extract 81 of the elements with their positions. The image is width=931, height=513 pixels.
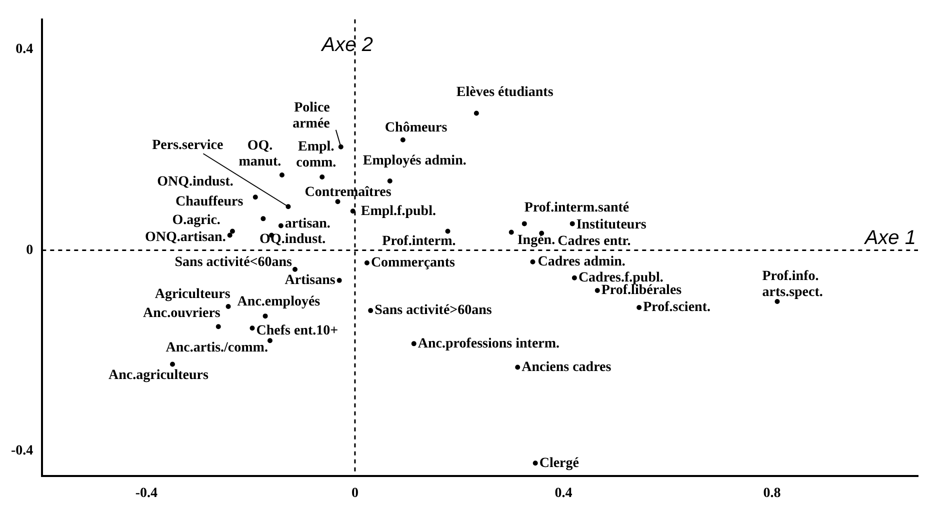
annotation: Instituteurs bbox=[576, 217, 647, 232]
annotation: Chefs ent.10+ bbox=[256, 324, 338, 339]
ref-line-label: Axe 1 bbox=[864, 226, 916, 249]
annotation: Anc.employés bbox=[237, 294, 321, 310]
point bbox=[774, 299, 780, 304]
annotation: OQ. manut. bbox=[238, 138, 282, 170]
annotation: Empl. comm. bbox=[296, 140, 336, 171]
point bbox=[368, 308, 374, 314]
annotation: Empl.f.publ. bbox=[360, 204, 436, 219]
point bbox=[262, 314, 268, 319]
annotation: Commerçants bbox=[370, 255, 456, 270]
annotation: Elèves étudiants bbox=[456, 84, 554, 100]
annotation: ONQ.artisan. bbox=[144, 230, 226, 245]
point bbox=[530, 259, 536, 264]
point bbox=[474, 110, 479, 116]
x-tick-label: 0.8 bbox=[763, 486, 781, 502]
annotation: Prof.libérales bbox=[601, 283, 682, 298]
annotation: Employés admin. bbox=[362, 154, 466, 169]
annotation: Contremaîtres bbox=[304, 185, 392, 200]
point bbox=[170, 362, 175, 367]
point bbox=[267, 338, 272, 344]
point bbox=[320, 174, 325, 180]
annotation: artisan. bbox=[284, 216, 330, 232]
point bbox=[230, 228, 235, 234]
point bbox=[350, 208, 356, 214]
point bbox=[260, 216, 266, 222]
x-tick-label: 0.4 bbox=[554, 486, 572, 502]
annotation: ONQ.indust. bbox=[157, 174, 234, 190]
annotation: Anc.agriculteurs bbox=[108, 368, 209, 383]
annotation: Prof.scient. bbox=[643, 300, 710, 316]
point bbox=[335, 199, 340, 204]
annotation: Sans activité>60ans bbox=[374, 303, 492, 318]
point bbox=[387, 178, 392, 184]
point bbox=[279, 172, 284, 178]
y-tick-label: 0 bbox=[26, 242, 34, 258]
annotation: Cadres.f.publ. bbox=[578, 270, 664, 286]
annotation: Anc.ouvriers bbox=[142, 306, 221, 322]
annotation: O.agric. bbox=[172, 212, 220, 228]
x-tick-label: -0.4 bbox=[135, 486, 158, 502]
point bbox=[227, 232, 232, 238]
point bbox=[226, 304, 231, 310]
annotation: Pers.service bbox=[152, 138, 224, 154]
x-tick-label: 0 bbox=[351, 486, 358, 502]
point bbox=[572, 275, 577, 280]
point bbox=[636, 305, 642, 310]
annotation: OQ.indust. bbox=[260, 232, 326, 247]
annotation: Artisans bbox=[284, 273, 336, 288]
annotation: Cadres admin. bbox=[538, 254, 626, 270]
point bbox=[522, 221, 527, 226]
point bbox=[508, 230, 514, 235]
annotation: Clergé bbox=[539, 456, 579, 471]
point bbox=[216, 324, 221, 330]
point bbox=[445, 228, 450, 234]
point bbox=[515, 364, 520, 370]
point bbox=[252, 194, 258, 200]
point bbox=[292, 266, 298, 272]
annotation: Prof.interm.santé bbox=[524, 200, 630, 216]
annotation: Anciens cadres bbox=[522, 360, 612, 375]
annotation: Sans activité<60ans bbox=[174, 254, 293, 270]
annotation: Police armée bbox=[292, 100, 330, 132]
point bbox=[400, 137, 406, 142]
point bbox=[532, 460, 538, 466]
annotation: Cadres entr. bbox=[558, 234, 631, 249]
point bbox=[594, 288, 600, 293]
point bbox=[364, 260, 370, 266]
point bbox=[336, 278, 342, 283]
annotation: Anc.artis./comm. bbox=[166, 340, 268, 356]
annotation: Agriculteurs bbox=[154, 287, 231, 302]
y-tick-label: -0.4 bbox=[10, 444, 34, 459]
annotation: Chauffeurs bbox=[176, 194, 244, 210]
point bbox=[250, 326, 255, 331]
annotation: Ingén. bbox=[517, 232, 556, 248]
y-tick-label: 0.4 bbox=[16, 42, 34, 58]
ref-line-label: Axe 2 bbox=[320, 34, 373, 56]
annotation: Prof.interm. bbox=[382, 234, 456, 249]
annotation: Anc.professions interm. bbox=[418, 336, 560, 352]
annotation: Prof.info. arts.spect. bbox=[762, 269, 823, 300]
point bbox=[570, 221, 575, 226]
point bbox=[278, 223, 284, 228]
point bbox=[411, 341, 416, 346]
annotation: Chômeurs bbox=[384, 120, 448, 136]
